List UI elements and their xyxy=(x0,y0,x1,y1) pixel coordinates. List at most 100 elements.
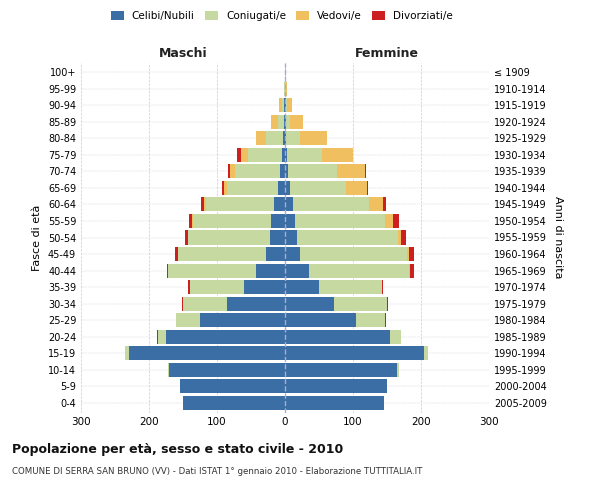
Bar xyxy=(128,346,285,360)
Bar xyxy=(286,132,300,145)
Bar xyxy=(169,362,285,376)
Bar xyxy=(346,181,367,195)
Bar xyxy=(266,132,283,145)
Bar xyxy=(286,115,290,129)
Bar xyxy=(235,164,280,178)
Bar xyxy=(285,82,286,96)
Bar xyxy=(271,115,278,129)
Bar xyxy=(409,247,414,261)
Text: Popolazione per età, sesso e stato civile - 2010: Popolazione per età, sesso e stato civil… xyxy=(12,442,343,456)
Bar xyxy=(385,313,386,327)
Bar xyxy=(285,264,309,278)
Bar xyxy=(285,396,383,409)
Bar xyxy=(293,198,370,211)
Bar xyxy=(300,132,327,145)
Bar xyxy=(189,214,192,228)
Y-axis label: Anni di nascita: Anni di nascita xyxy=(553,196,563,278)
Bar xyxy=(391,330,401,344)
Bar xyxy=(168,362,169,376)
Bar xyxy=(295,214,385,228)
Bar xyxy=(179,379,285,393)
Bar xyxy=(193,214,271,228)
Bar xyxy=(282,98,284,112)
Bar xyxy=(285,148,287,162)
Bar xyxy=(290,181,346,195)
Bar xyxy=(285,132,286,145)
Bar xyxy=(183,396,285,409)
Bar xyxy=(285,66,286,80)
Bar xyxy=(285,362,397,376)
Bar xyxy=(256,132,266,145)
Bar xyxy=(182,296,183,310)
Bar xyxy=(284,115,285,129)
Bar xyxy=(125,346,128,360)
Bar xyxy=(188,280,190,294)
Bar xyxy=(289,164,337,178)
Bar xyxy=(370,198,383,211)
Bar xyxy=(382,280,383,294)
Bar xyxy=(290,115,304,129)
Bar xyxy=(285,98,286,112)
Bar xyxy=(284,82,285,96)
Bar xyxy=(393,214,398,228)
Text: COMUNE DI SERRA SAN BRUNO (VV) - Dati ISTAT 1° gennaio 2010 - Elaborazione TUTTI: COMUNE DI SERRA SAN BRUNO (VV) - Dati IS… xyxy=(12,468,422,476)
Bar xyxy=(192,214,193,228)
Text: Femmine: Femmine xyxy=(355,47,419,60)
Bar xyxy=(278,181,285,195)
Bar xyxy=(241,148,248,162)
Bar xyxy=(397,362,398,376)
Bar xyxy=(284,98,285,112)
Bar xyxy=(286,98,287,112)
Bar xyxy=(285,379,387,393)
Text: Maschi: Maschi xyxy=(158,47,208,60)
Bar xyxy=(222,181,224,195)
Bar xyxy=(206,198,274,211)
Bar xyxy=(271,214,285,228)
Bar xyxy=(285,214,295,228)
Y-axis label: Fasce di età: Fasce di età xyxy=(32,204,42,270)
Bar xyxy=(286,82,287,96)
Bar xyxy=(274,198,285,211)
Bar xyxy=(248,148,281,162)
Bar xyxy=(300,247,407,261)
Bar xyxy=(401,230,406,244)
Bar xyxy=(356,313,385,327)
Bar xyxy=(168,264,256,278)
Bar xyxy=(285,247,300,261)
Bar xyxy=(337,164,365,178)
Bar xyxy=(278,115,284,129)
Bar xyxy=(175,247,178,261)
Bar xyxy=(285,198,293,211)
Bar xyxy=(409,264,410,278)
Bar xyxy=(227,181,278,195)
Bar xyxy=(387,296,388,310)
Bar xyxy=(287,98,292,112)
Bar xyxy=(283,132,285,145)
Bar xyxy=(167,264,168,278)
Bar xyxy=(266,247,285,261)
Bar xyxy=(398,230,401,244)
Bar xyxy=(334,296,387,310)
Bar xyxy=(200,198,204,211)
Bar xyxy=(407,247,409,261)
Bar xyxy=(158,330,166,344)
Bar xyxy=(285,164,289,178)
Bar xyxy=(157,330,158,344)
Bar xyxy=(190,280,244,294)
Bar xyxy=(166,330,285,344)
Bar xyxy=(183,296,227,310)
Bar xyxy=(188,230,270,244)
Bar xyxy=(204,198,206,211)
Bar xyxy=(367,181,368,195)
Bar xyxy=(256,264,285,278)
Bar xyxy=(285,230,297,244)
Bar xyxy=(319,280,382,294)
Bar xyxy=(185,230,188,244)
Bar xyxy=(281,148,285,162)
Bar xyxy=(285,115,286,129)
Bar xyxy=(230,164,235,178)
Bar xyxy=(279,98,282,112)
Bar xyxy=(285,296,334,310)
Bar xyxy=(424,346,428,360)
Bar xyxy=(385,214,393,228)
